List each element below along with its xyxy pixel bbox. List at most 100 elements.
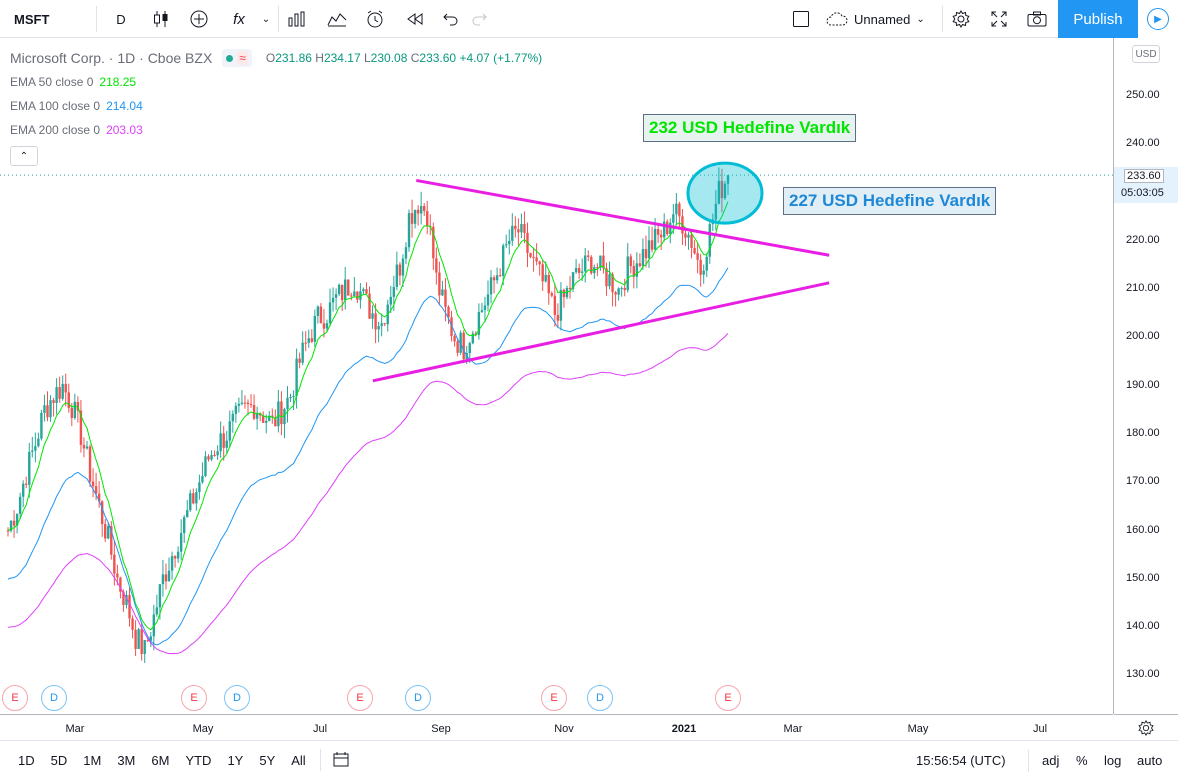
candle-body xyxy=(67,392,70,408)
price-scale[interactable]: 250.00240.00230.00220.00210.00200.00190.… xyxy=(1113,38,1178,714)
candle-body xyxy=(489,277,493,295)
templates-icon[interactable] xyxy=(324,0,350,38)
range-button-6m[interactable]: 6M xyxy=(151,752,170,768)
publish-button[interactable]: Publish xyxy=(1058,0,1138,38)
earnings-marker[interactable]: E xyxy=(715,685,741,711)
candle-body xyxy=(164,574,168,582)
percent-toggle[interactable]: % xyxy=(1076,753,1088,768)
range-button-5d[interactable]: 5D xyxy=(50,752,68,768)
candle-body xyxy=(435,258,438,273)
range-button-1d[interactable]: 1D xyxy=(18,752,35,768)
interval-button[interactable]: D xyxy=(116,11,126,27)
candle-body xyxy=(298,358,301,363)
candle-body xyxy=(669,222,672,235)
candle-body xyxy=(304,342,307,344)
candle-body xyxy=(113,554,116,574)
replay-icon[interactable] xyxy=(402,0,428,38)
camera-icon[interactable] xyxy=(1024,0,1050,38)
earnings-marker[interactable]: E xyxy=(541,685,567,711)
redo-icon[interactable] xyxy=(466,0,492,38)
candle-body xyxy=(647,240,651,259)
candle-body xyxy=(632,266,636,277)
annotation-blue[interactable]: 227 USD Hedefine Vardık xyxy=(783,187,997,215)
legend-ema50[interactable]: EMA 50 close 0 218.25 xyxy=(10,70,542,94)
legend-ema200[interactable]: EMA 200 close 0 203.03 xyxy=(10,118,542,142)
candle-body xyxy=(696,253,699,260)
dividend-marker[interactable]: D xyxy=(587,685,613,711)
dividend-marker[interactable]: D xyxy=(41,685,67,711)
market-status-pill[interactable]: ≈ xyxy=(222,49,252,67)
candle-body xyxy=(432,226,435,259)
gear-icon[interactable] xyxy=(948,0,974,38)
symbol-search[interactable]: MSFT xyxy=(14,11,50,27)
undo-icon[interactable] xyxy=(438,0,464,38)
candle-body xyxy=(456,341,459,353)
candle-body xyxy=(568,287,572,290)
candle-body xyxy=(240,402,244,404)
dividend-marker[interactable]: D xyxy=(405,685,431,711)
high-key: H xyxy=(315,51,324,65)
candle-body xyxy=(198,482,201,493)
candle-body xyxy=(380,323,383,327)
fullscreen-icon[interactable] xyxy=(986,0,1012,38)
candle-body xyxy=(538,261,541,265)
candle-body xyxy=(43,405,46,413)
utc-clock[interactable]: 15:56:54 (UTC) xyxy=(916,753,1006,768)
time-axis[interactable]: Mar May Jul Sep Nov 2021 Mar May Jul xyxy=(0,714,1113,740)
add-indicator-icon[interactable] xyxy=(186,0,212,38)
compare-bars-icon[interactable] xyxy=(284,0,310,38)
dividend-marker[interactable]: D xyxy=(224,685,250,711)
log-toggle[interactable]: log xyxy=(1104,753,1122,768)
candle-body xyxy=(347,279,350,296)
currency-button[interactable]: USD xyxy=(1132,45,1160,63)
candles-icon[interactable] xyxy=(148,0,174,38)
candle-body xyxy=(243,402,247,404)
collapse-legend-button[interactable]: ⌃ xyxy=(10,146,38,166)
candle-body xyxy=(596,267,599,269)
candle-body xyxy=(368,293,371,319)
symbol-description[interactable]: Microsoft Corp. · 1D · Cboe BZX xyxy=(10,50,213,66)
candle-body xyxy=(340,284,344,301)
price-scale-label: 150.00 xyxy=(1126,571,1160,584)
alert-clock-icon[interactable] xyxy=(362,0,388,38)
candle-body xyxy=(611,274,614,293)
candle-body xyxy=(350,295,353,297)
adj-toggle[interactable]: adj xyxy=(1042,753,1060,768)
candle-body xyxy=(207,456,210,460)
candle-body xyxy=(708,224,711,257)
range-button-ytd[interactable]: YTD xyxy=(185,752,212,768)
candle-body xyxy=(274,417,277,427)
candle-body xyxy=(392,286,396,297)
price-chart[interactable] xyxy=(0,38,1113,714)
candle-body xyxy=(94,486,98,494)
candle-body xyxy=(447,306,450,318)
indicators-fx-icon[interactable]: fx xyxy=(233,10,245,28)
earnings-marker[interactable]: E xyxy=(181,685,207,711)
annotation-green[interactable]: 232 USD Hedefine Vardık xyxy=(643,114,857,142)
candle-body xyxy=(599,255,602,268)
countdown-value: 05:03:05 xyxy=(1121,187,1164,199)
fullscreen-layout-icon[interactable] xyxy=(788,0,814,38)
candle-body xyxy=(192,493,195,504)
date-range-icon[interactable] xyxy=(333,751,351,770)
legend-ema100[interactable]: EMA 100 close 0 214.04 xyxy=(10,94,542,118)
candle-body xyxy=(587,255,590,257)
range-button-1y[interactable]: 1Y xyxy=(227,752,244,768)
candle-body xyxy=(31,450,34,452)
range-button-5y[interactable]: 5Y xyxy=(259,752,276,768)
range-button-1m[interactable]: 1M xyxy=(83,752,102,768)
candle-body xyxy=(52,400,55,403)
earnings-marker[interactable]: E xyxy=(347,685,373,711)
scale-settings-button[interactable] xyxy=(1114,714,1178,740)
range-button-all[interactable]: All xyxy=(291,752,306,768)
time-axis-label: Mar xyxy=(783,723,803,735)
range-button-3m[interactable]: 3M xyxy=(117,752,136,768)
earnings-marker[interactable]: E xyxy=(2,685,28,711)
chevron-down-icon[interactable]: ⌄ xyxy=(261,13,271,25)
chevron-down-icon: ⌄ xyxy=(916,13,925,25)
layout-name-button[interactable]: Unnamed ⌄ xyxy=(826,0,936,38)
auto-toggle[interactable]: auto xyxy=(1137,753,1163,768)
candle-body xyxy=(498,275,502,277)
play-button[interactable]: ▶ xyxy=(1138,0,1178,38)
ema200-line xyxy=(7,332,729,655)
